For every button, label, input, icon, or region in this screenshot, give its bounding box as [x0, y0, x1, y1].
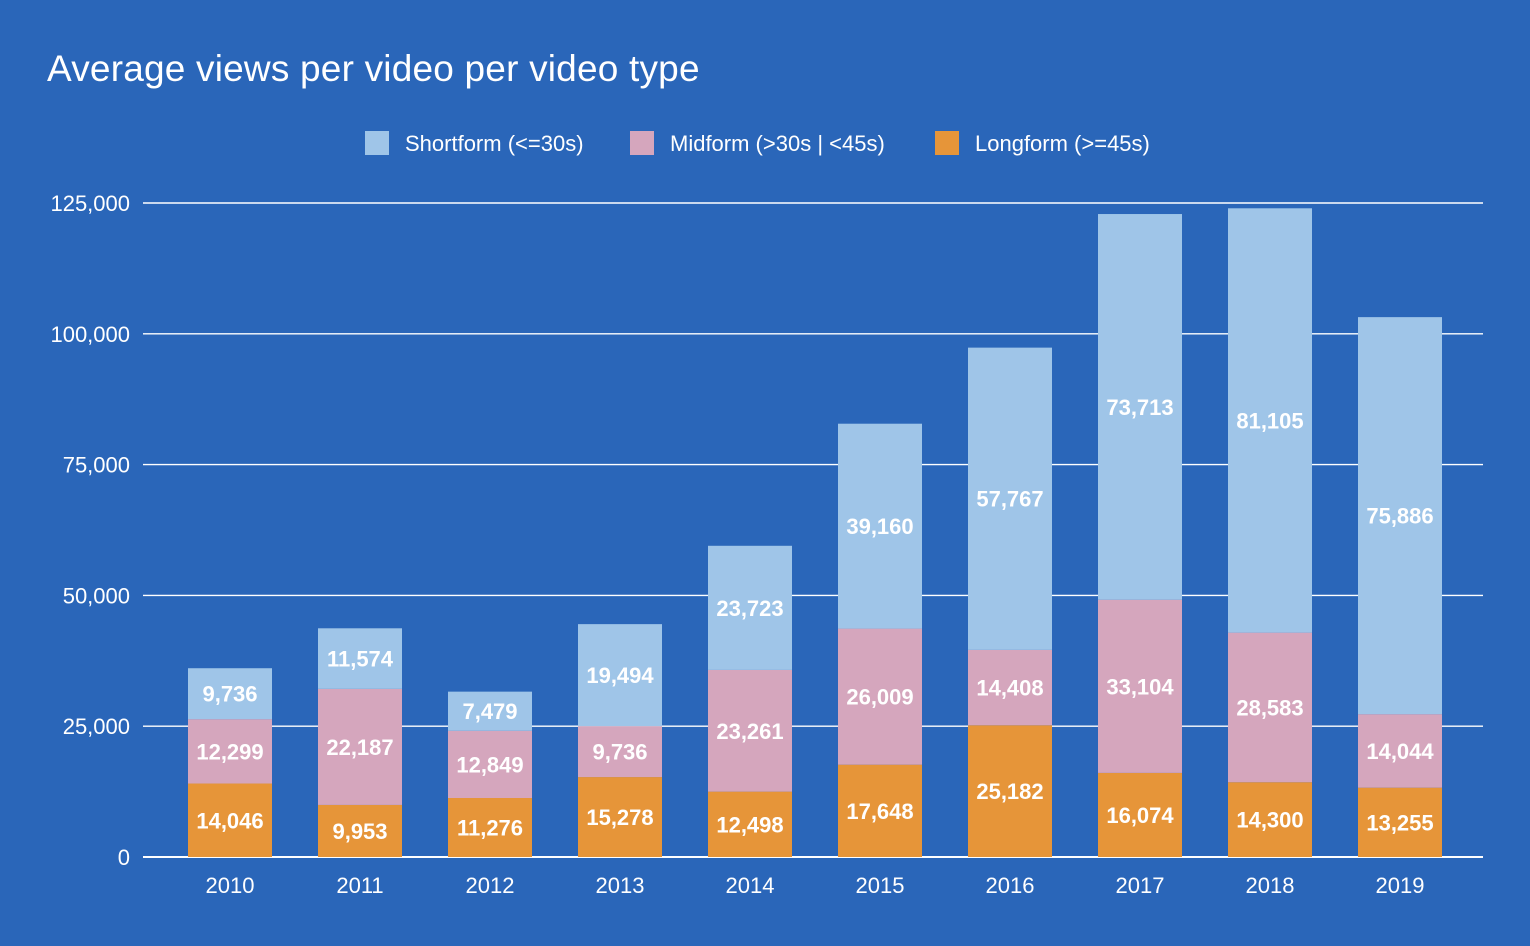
data-label: 26,009 [846, 685, 913, 710]
x-tick-label: 2015 [856, 873, 905, 898]
bar-segment [1358, 787, 1442, 857]
legend-swatch [935, 131, 959, 155]
data-label: 23,723 [716, 596, 783, 621]
data-label: 9,736 [202, 682, 257, 707]
bar-segment [708, 545, 792, 670]
x-tick-label: 2016 [986, 873, 1035, 898]
bar-segment [188, 668, 272, 720]
bar-segment [1228, 208, 1312, 633]
bar-segment [708, 791, 792, 857]
bar-segment [188, 783, 272, 857]
data-label: 33,104 [1106, 674, 1174, 699]
data-label: 9,736 [592, 740, 647, 765]
data-label: 14,046 [196, 808, 263, 833]
data-label: 11,276 [457, 816, 523, 841]
bar-segment [1098, 599, 1182, 773]
data-label: 28,583 [1236, 695, 1303, 720]
bar-segment [318, 688, 402, 805]
legend-swatch [630, 131, 654, 155]
x-tick-label: 2010 [206, 873, 255, 898]
data-label: 19,494 [586, 663, 654, 688]
y-tick-label: 25,000 [63, 714, 130, 739]
bar-segment [578, 777, 662, 857]
data-label: 7,479 [462, 699, 517, 724]
data-label: 14,044 [1366, 739, 1434, 764]
data-label: 73,713 [1106, 395, 1173, 420]
data-label: 17,648 [846, 799, 913, 824]
bar-segment [838, 628, 922, 765]
x-tick-label: 2017 [1116, 873, 1165, 898]
data-label: 15,278 [586, 805, 653, 830]
chart-title: Average views per video per video type [47, 48, 700, 89]
bar-segment [578, 726, 662, 778]
legend-label: Shortform (<=30s) [405, 131, 584, 156]
y-tick-label: 50,000 [63, 583, 130, 608]
bar-segment [1228, 632, 1312, 783]
data-label: 22,187 [326, 735, 393, 760]
data-label: 12,299 [196, 739, 263, 764]
data-label: 12,849 [456, 752, 523, 777]
bar-segment [708, 669, 792, 792]
bar-segment [1098, 214, 1182, 600]
data-label: 9,953 [332, 819, 387, 844]
bar-segment [448, 730, 532, 799]
x-tick-label: 2011 [336, 873, 383, 898]
y-tick-label: 100,000 [50, 322, 130, 347]
legend-label: Midform (>30s | <45s) [670, 131, 885, 156]
data-label: 75,886 [1366, 504, 1433, 529]
bar-segment [1358, 317, 1442, 715]
bar-segment [1098, 772, 1182, 857]
data-label: 12,498 [716, 812, 783, 837]
bar-segment [448, 691, 532, 731]
bar-segment [1358, 714, 1442, 788]
legend-swatch [365, 131, 389, 155]
bar-segment [188, 719, 272, 784]
bar-segment [318, 628, 402, 689]
data-label: 13,255 [1366, 810, 1433, 835]
legend-label: Longform (>=45s) [975, 131, 1150, 156]
bar-segment [318, 804, 402, 857]
x-tick-label: 2014 [726, 873, 775, 898]
bar-segment [968, 347, 1052, 650]
data-label: 23,261 [716, 719, 783, 744]
data-label: 14,408 [976, 676, 1043, 701]
bar-segment [968, 649, 1052, 726]
x-tick-label: 2019 [1376, 873, 1425, 898]
data-label: 81,105 [1236, 408, 1303, 433]
bar-segment [968, 725, 1052, 857]
bar-segment [578, 624, 662, 727]
y-tick-label: 75,000 [63, 453, 130, 478]
y-tick-label: 125,000 [50, 191, 130, 216]
x-tick-label: 2013 [596, 873, 645, 898]
data-label: 57,767 [976, 487, 1043, 512]
data-label: 25,182 [976, 779, 1043, 804]
data-label: 11,574 [327, 647, 394, 672]
bar-segment [1228, 782, 1312, 857]
x-tick-label: 2018 [1246, 873, 1295, 898]
x-tick-label: 2012 [466, 873, 515, 898]
bar-segment [838, 423, 922, 629]
data-label: 39,160 [846, 514, 913, 539]
bar-segment [448, 798, 532, 857]
bar-segment [838, 764, 922, 857]
data-label: 14,300 [1236, 808, 1303, 833]
data-label: 16,074 [1106, 803, 1174, 828]
y-tick-label: 0 [118, 845, 130, 870]
